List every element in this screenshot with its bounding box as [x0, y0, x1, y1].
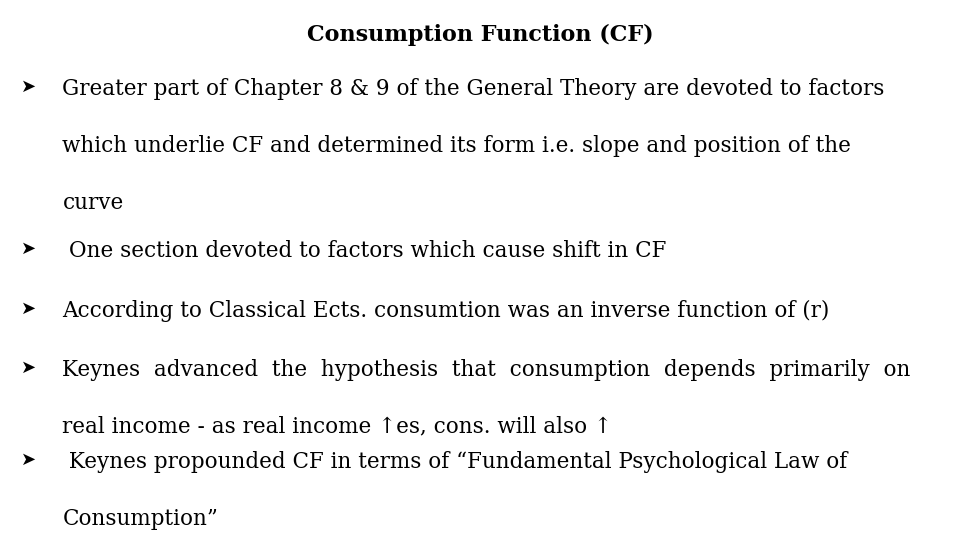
Text: real income - as real income ↑es, cons. will also ↑: real income - as real income ↑es, cons. … [62, 416, 612, 438]
Text: Consumption”: Consumption” [62, 508, 218, 530]
Text: ➤: ➤ [21, 451, 36, 469]
Text: According to Classical Ects. consumtion was an inverse function of (r): According to Classical Ects. consumtion … [62, 300, 829, 322]
Text: which underlie CF and determined its form i.e. slope and position of the: which underlie CF and determined its for… [62, 135, 852, 157]
Text: ➤: ➤ [21, 300, 36, 318]
Text: Consumption Function (CF): Consumption Function (CF) [306, 24, 654, 46]
Text: Greater part of Chapter 8 & 9 of the General Theory are devoted to factors: Greater part of Chapter 8 & 9 of the Gen… [62, 78, 885, 100]
Text: ➤: ➤ [21, 240, 36, 258]
Text: ➤: ➤ [21, 359, 36, 377]
Text: One section devoted to factors which cause shift in CF: One section devoted to factors which cau… [62, 240, 667, 262]
Text: ➤: ➤ [21, 78, 36, 96]
Text: Keynes propounded CF in terms of “Fundamental Psychological Law of: Keynes propounded CF in terms of “Fundam… [62, 451, 848, 473]
Text: curve: curve [62, 192, 124, 214]
Text: Keynes  advanced  the  hypothesis  that  consumption  depends  primarily  on: Keynes advanced the hypothesis that cons… [62, 359, 911, 381]
